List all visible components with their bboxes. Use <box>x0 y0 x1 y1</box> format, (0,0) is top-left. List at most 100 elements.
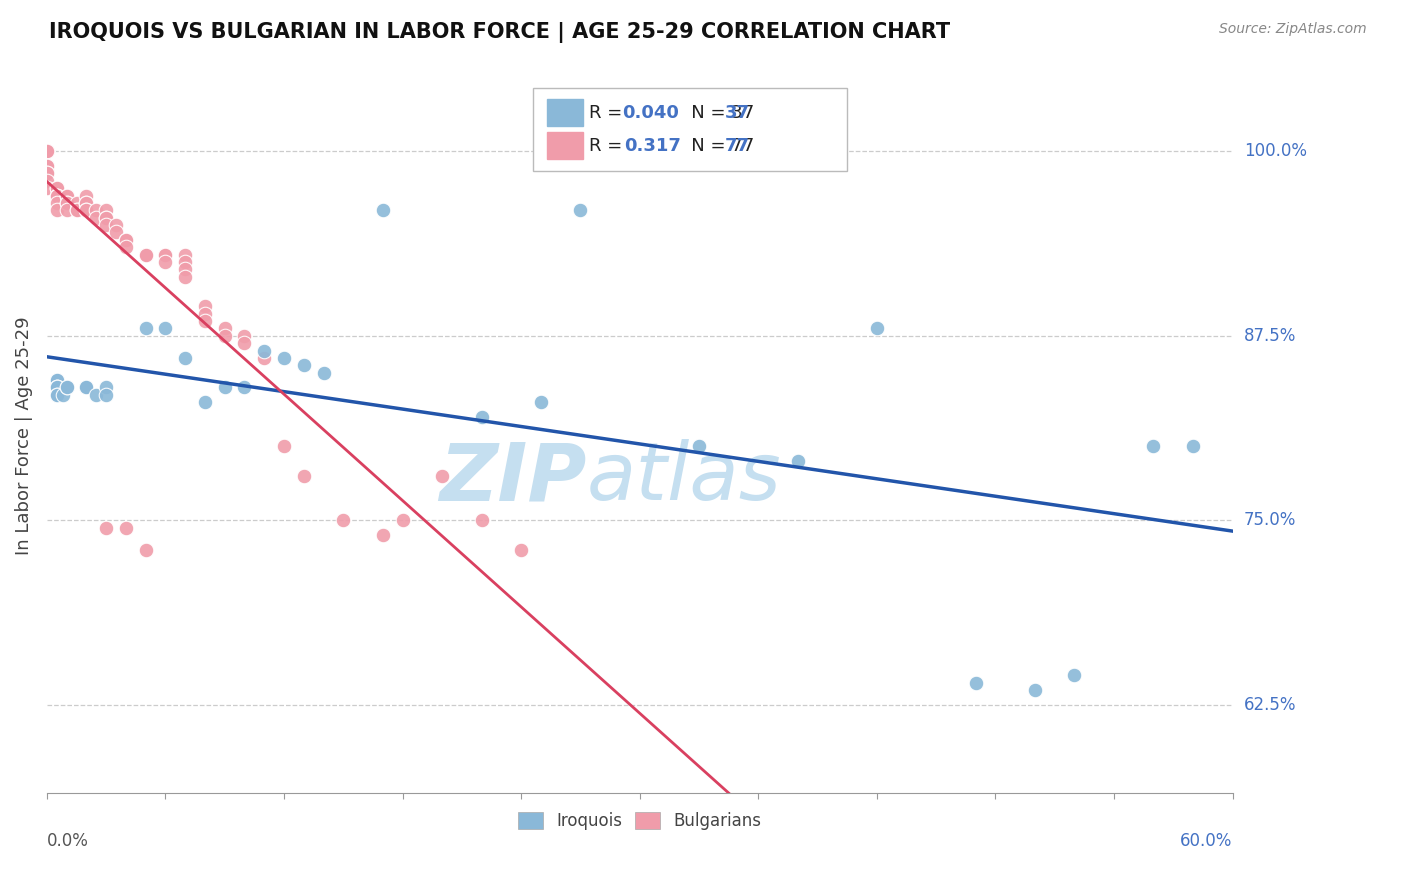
Point <box>65 203 87 218</box>
Point <box>35 159 58 173</box>
Point <box>155 247 177 261</box>
Point <box>115 233 138 247</box>
Text: 0.0%: 0.0% <box>46 832 89 850</box>
Point <box>35 145 58 159</box>
Point <box>471 409 494 424</box>
Point <box>194 299 217 313</box>
Point <box>194 307 217 321</box>
Point <box>35 174 58 188</box>
Point <box>174 269 197 284</box>
Point <box>105 226 128 240</box>
Point <box>55 188 77 202</box>
Point <box>273 440 295 454</box>
Point <box>292 359 315 373</box>
Point <box>45 181 67 195</box>
Point <box>115 240 138 254</box>
Point <box>214 328 236 343</box>
Point <box>55 195 77 210</box>
Text: 37: 37 <box>725 103 749 122</box>
Point <box>214 321 236 335</box>
Point <box>233 328 256 343</box>
Point <box>1182 440 1205 454</box>
Point <box>155 321 177 335</box>
Point <box>292 469 315 483</box>
Point <box>45 203 67 218</box>
Point <box>96 521 118 535</box>
Point <box>35 166 58 180</box>
Point <box>174 255 197 269</box>
Point <box>96 211 118 225</box>
Point <box>115 521 138 535</box>
Point <box>35 145 58 159</box>
Point <box>155 247 177 261</box>
Text: 60.0%: 60.0% <box>1180 832 1233 850</box>
Point <box>35 145 58 159</box>
Point <box>35 145 58 159</box>
Point <box>84 388 107 402</box>
Point <box>45 195 67 210</box>
Point <box>52 388 75 402</box>
Point <box>253 351 276 365</box>
Point <box>233 336 256 351</box>
Text: R =: R = <box>589 103 627 122</box>
Point <box>391 513 413 527</box>
Point <box>430 469 453 483</box>
Text: 77: 77 <box>725 136 749 155</box>
Point <box>45 188 67 202</box>
Text: 75.0%: 75.0% <box>1244 511 1296 529</box>
Point <box>312 366 335 380</box>
Point <box>45 188 67 202</box>
Text: 0.040: 0.040 <box>621 103 679 122</box>
Point <box>273 351 295 365</box>
Point <box>569 203 592 218</box>
Point <box>75 188 97 202</box>
Point <box>35 159 58 173</box>
Point <box>35 181 58 195</box>
Point <box>35 145 58 159</box>
Point <box>115 233 138 247</box>
Point <box>75 380 97 394</box>
Point <box>135 321 157 335</box>
Text: R =: R = <box>589 136 634 155</box>
Point <box>214 380 236 394</box>
Point <box>45 380 67 394</box>
Point <box>688 440 710 454</box>
Point <box>1024 683 1046 698</box>
Point <box>45 373 67 387</box>
Point <box>96 388 118 402</box>
Point <box>194 395 217 409</box>
Point <box>45 388 67 402</box>
Point <box>75 380 97 394</box>
Point <box>332 513 354 527</box>
Point <box>510 542 533 557</box>
Point <box>55 380 77 394</box>
Point <box>35 166 58 180</box>
Point <box>1063 668 1085 682</box>
Point <box>105 218 128 232</box>
FancyBboxPatch shape <box>533 88 848 170</box>
Point <box>35 159 58 173</box>
Point <box>75 195 97 210</box>
Point <box>155 255 177 269</box>
Text: 62.5%: 62.5% <box>1244 696 1296 714</box>
Point <box>135 247 157 261</box>
Point <box>253 343 276 358</box>
Point <box>55 380 77 394</box>
Point <box>45 181 67 195</box>
Y-axis label: In Labor Force | Age 25-29: In Labor Force | Age 25-29 <box>15 316 32 555</box>
Point <box>1142 440 1164 454</box>
Point <box>866 321 889 335</box>
Point <box>135 247 157 261</box>
Point <box>135 247 157 261</box>
Point <box>84 211 107 225</box>
Point <box>194 314 217 328</box>
Text: Source: ZipAtlas.com: Source: ZipAtlas.com <box>1219 22 1367 37</box>
Point <box>371 203 394 218</box>
Point <box>786 454 808 468</box>
Point <box>45 388 67 402</box>
Point <box>55 195 77 210</box>
Text: 100.0%: 100.0% <box>1244 142 1306 161</box>
Point <box>174 262 197 277</box>
Point <box>84 203 107 218</box>
Point <box>75 203 97 218</box>
